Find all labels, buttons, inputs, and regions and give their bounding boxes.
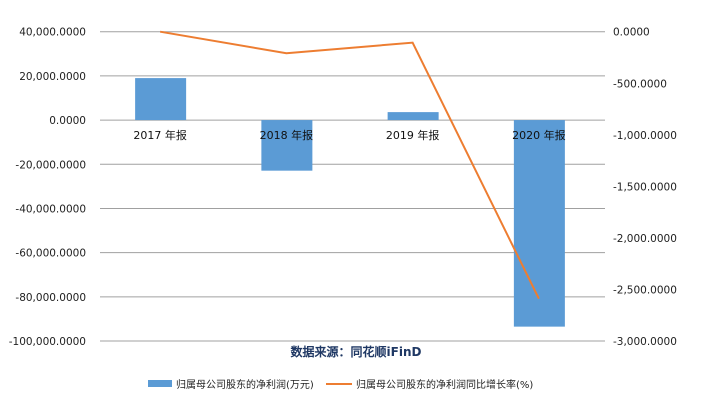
bar — [388, 112, 439, 120]
right-tick-label: -2,000.0000 — [613, 233, 677, 245]
bar — [135, 78, 186, 120]
right-tick-label: -500.0000 — [613, 78, 667, 90]
left-tick-label: -80,000.0000 — [15, 292, 86, 304]
legend-bar-swatch — [148, 380, 172, 387]
right-tick-label: -3,000.0000 — [613, 336, 677, 348]
right-tick-label: -1,500.0000 — [613, 181, 677, 193]
category-label: 2019 年报 — [386, 128, 440, 142]
left-tick-label: -40,000.0000 — [15, 203, 86, 215]
line-series — [160, 32, 539, 299]
bar — [261, 120, 312, 171]
left-tick-label: -100,000.0000 — [9, 336, 86, 348]
category-label: 2018 年报 — [260, 128, 314, 142]
right-tick-label: -1,000.0000 — [613, 130, 677, 142]
left-tick-label: 40,000.0000 — [19, 27, 86, 39]
right-tick-label: 0.0000 — [613, 27, 650, 39]
left-tick-label: 20,000.0000 — [19, 71, 86, 83]
left-tick-label: 0.0000 — [49, 115, 86, 127]
legend-bar-label: 归属母公司股东的净利润(万元) — [176, 378, 314, 391]
legend-line-label: 归属母公司股东的净利润同比增长率(%) — [356, 378, 533, 391]
bar — [514, 120, 565, 327]
category-label: 2020 年报 — [512, 128, 566, 142]
category-label: 2017 年报 — [133, 128, 187, 142]
left-tick-label: -60,000.0000 — [15, 248, 86, 260]
source-note: 数据来源：同花顺iFinD — [291, 344, 422, 359]
left-tick-label: -20,000.0000 — [15, 159, 86, 171]
right-tick-label: -2,500.0000 — [613, 284, 677, 296]
